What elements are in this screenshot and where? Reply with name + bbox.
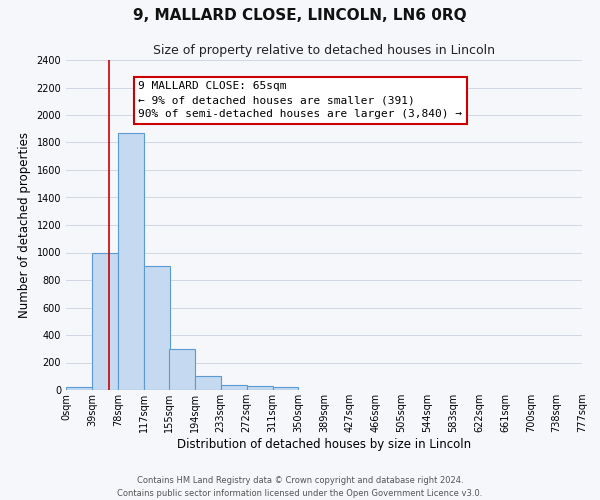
Bar — [143, 266, 170, 390]
Text: Contains HM Land Registry data © Crown copyright and database right 2024.
Contai: Contains HM Land Registry data © Crown c… — [118, 476, 482, 498]
Bar — [221, 384, 247, 390]
Bar — [169, 349, 195, 390]
Bar — [66, 387, 92, 390]
Bar — [195, 376, 221, 390]
Title: Size of property relative to detached houses in Lincoln: Size of property relative to detached ho… — [153, 44, 495, 58]
Bar — [272, 387, 298, 390]
X-axis label: Distribution of detached houses by size in Lincoln: Distribution of detached houses by size … — [177, 438, 471, 451]
Bar — [92, 252, 118, 390]
Text: 9 MALLARD CLOSE: 65sqm
← 9% of detached houses are smaller (391)
90% of semi-det: 9 MALLARD CLOSE: 65sqm ← 9% of detached … — [138, 82, 462, 120]
Bar — [247, 386, 272, 390]
Text: 9, MALLARD CLOSE, LINCOLN, LN6 0RQ: 9, MALLARD CLOSE, LINCOLN, LN6 0RQ — [133, 8, 467, 22]
Bar — [118, 133, 143, 390]
Y-axis label: Number of detached properties: Number of detached properties — [18, 132, 31, 318]
